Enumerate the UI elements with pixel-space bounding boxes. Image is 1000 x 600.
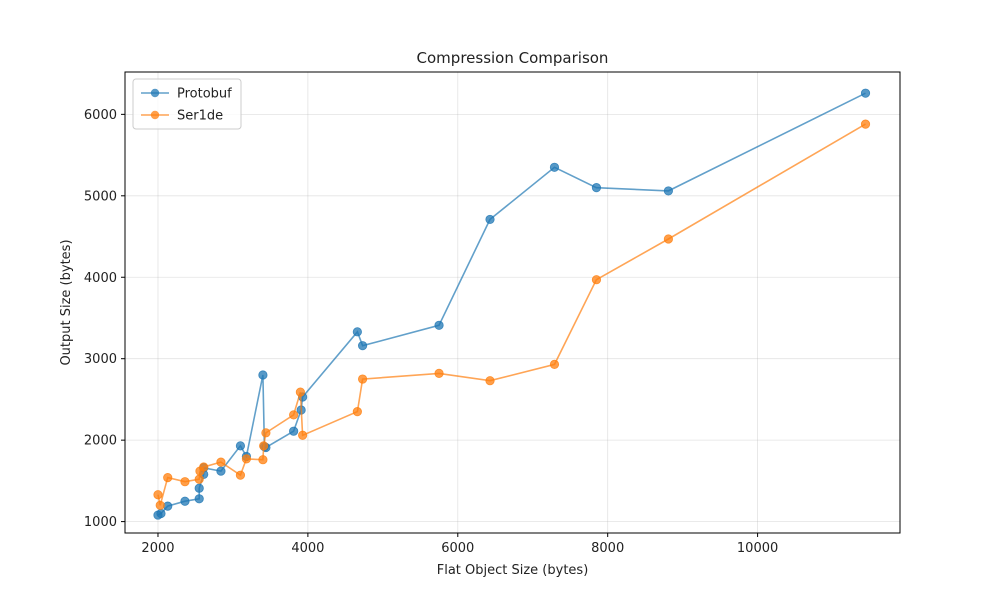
data-point: [194, 494, 204, 504]
data-point: [860, 119, 871, 129]
y-tick-label: 6000: [84, 108, 117, 123]
legend-item-protobuf: Protobuf: [141, 87, 232, 102]
data-point: [194, 483, 204, 493]
data-point: [216, 466, 226, 476]
legend: Protobuf Ser1de: [132, 78, 242, 130]
y-axis-title: Output Size (bytes): [59, 239, 74, 365]
data-point: [434, 320, 444, 330]
legend-label: Protobuf: [177, 87, 232, 102]
data-point: [258, 455, 268, 465]
data-point: [163, 473, 173, 483]
data-point: [235, 441, 246, 451]
data-point: [180, 496, 190, 506]
data-point: [485, 214, 495, 225]
data-point: [258, 370, 268, 380]
x-tick-label: 4000: [291, 541, 324, 556]
legend-swatch-marker: [150, 110, 160, 120]
data-point: [261, 428, 271, 438]
legend-label: Ser1de: [177, 109, 223, 124]
data-point: [591, 183, 602, 193]
data-point: [289, 426, 299, 436]
data-point: [591, 275, 602, 285]
data-point: [485, 376, 495, 386]
data-point: [549, 359, 560, 370]
plot-frame: [124, 71, 901, 534]
data-point: [549, 162, 560, 172]
data-point: [357, 374, 368, 384]
legend-box: [132, 78, 242, 130]
data-point: [163, 501, 173, 511]
data-point: [434, 368, 444, 378]
data-point: [155, 500, 165, 510]
series-ser1de: [153, 119, 871, 510]
y-tick-label: 4000: [84, 271, 117, 286]
x-tick-label: 2000: [141, 541, 174, 556]
data-point: [663, 234, 673, 244]
data-point: [156, 508, 166, 519]
data-point: [357, 341, 368, 351]
data-point: [295, 387, 305, 397]
data-point: [259, 441, 269, 451]
y-tick-label: 2000: [84, 434, 117, 449]
axis-ticks: 2000 4000 6000 8000 10000 1000 2000 3000 4000 500…: [84, 108, 778, 556]
data-point: [663, 186, 673, 196]
data-point: [860, 88, 871, 98]
data-point: [289, 410, 299, 420]
y-tick-label: 5000: [84, 189, 117, 204]
data-point: [194, 474, 204, 484]
data-point: [199, 462, 209, 472]
data-point: [298, 430, 308, 440]
y-tick-label: 3000: [84, 352, 117, 367]
x-tick-label: 10000: [737, 541, 778, 556]
data-point: [352, 407, 362, 417]
data-point: [235, 470, 246, 480]
x-tick-label: 8000: [591, 541, 624, 556]
legend-swatch-marker: [150, 88, 160, 98]
data-point: [153, 490, 163, 500]
data-point: [180, 477, 190, 487]
legend-item-ser1de: Ser1de: [141, 109, 223, 124]
x-tick-label: 6000: [441, 541, 474, 556]
data-point: [352, 327, 362, 337]
plot-series: [153, 88, 871, 520]
data-point: [216, 457, 226, 467]
grid: [125, 72, 900, 533]
y-tick-label: 1000: [84, 515, 117, 530]
x-axis-title: Flat Object Size (bytes): [437, 563, 589, 578]
data-point: [241, 454, 252, 464]
chart-title: Compression Comparison: [417, 49, 609, 67]
